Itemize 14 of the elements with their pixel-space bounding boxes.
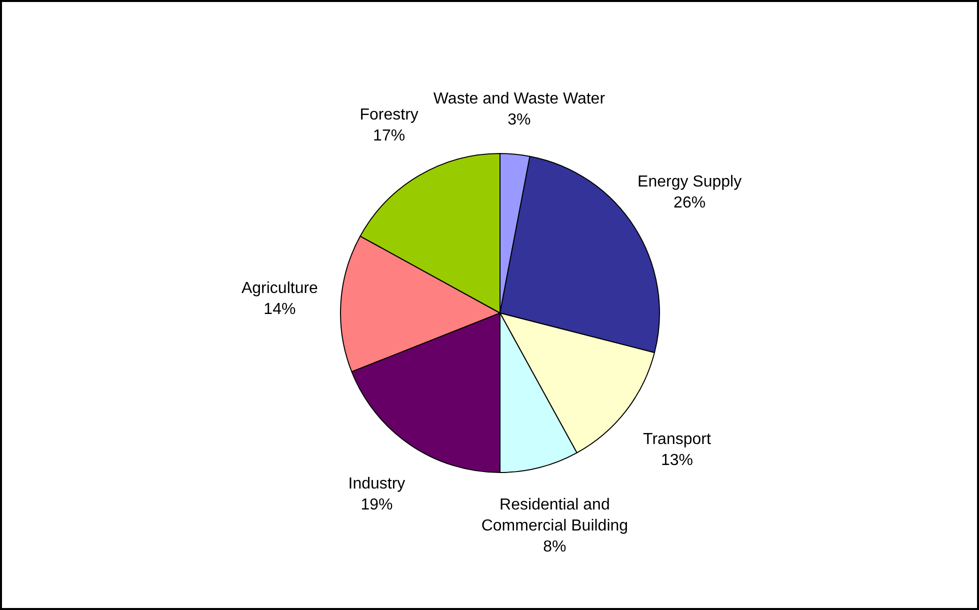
slice-label: Residential and Commercial Building [481,496,628,534]
data-label: 17% [373,127,406,144]
slice-label: Agriculture [241,280,318,298]
slice-label: Industry [348,475,406,492]
data-label: 8% [543,538,566,556]
slice-label: Waste and Waste Water [433,90,606,108]
slice-label: Forestry [360,106,418,124]
data-label: 26% [674,194,706,212]
slice-label: Energy Supply [638,174,742,191]
data-label: 3% [508,112,531,129]
data-label: 19% [360,496,393,514]
data-label: 13% [660,452,693,470]
data-label: 14% [264,301,296,318]
slice-label: Transport [643,431,712,448]
